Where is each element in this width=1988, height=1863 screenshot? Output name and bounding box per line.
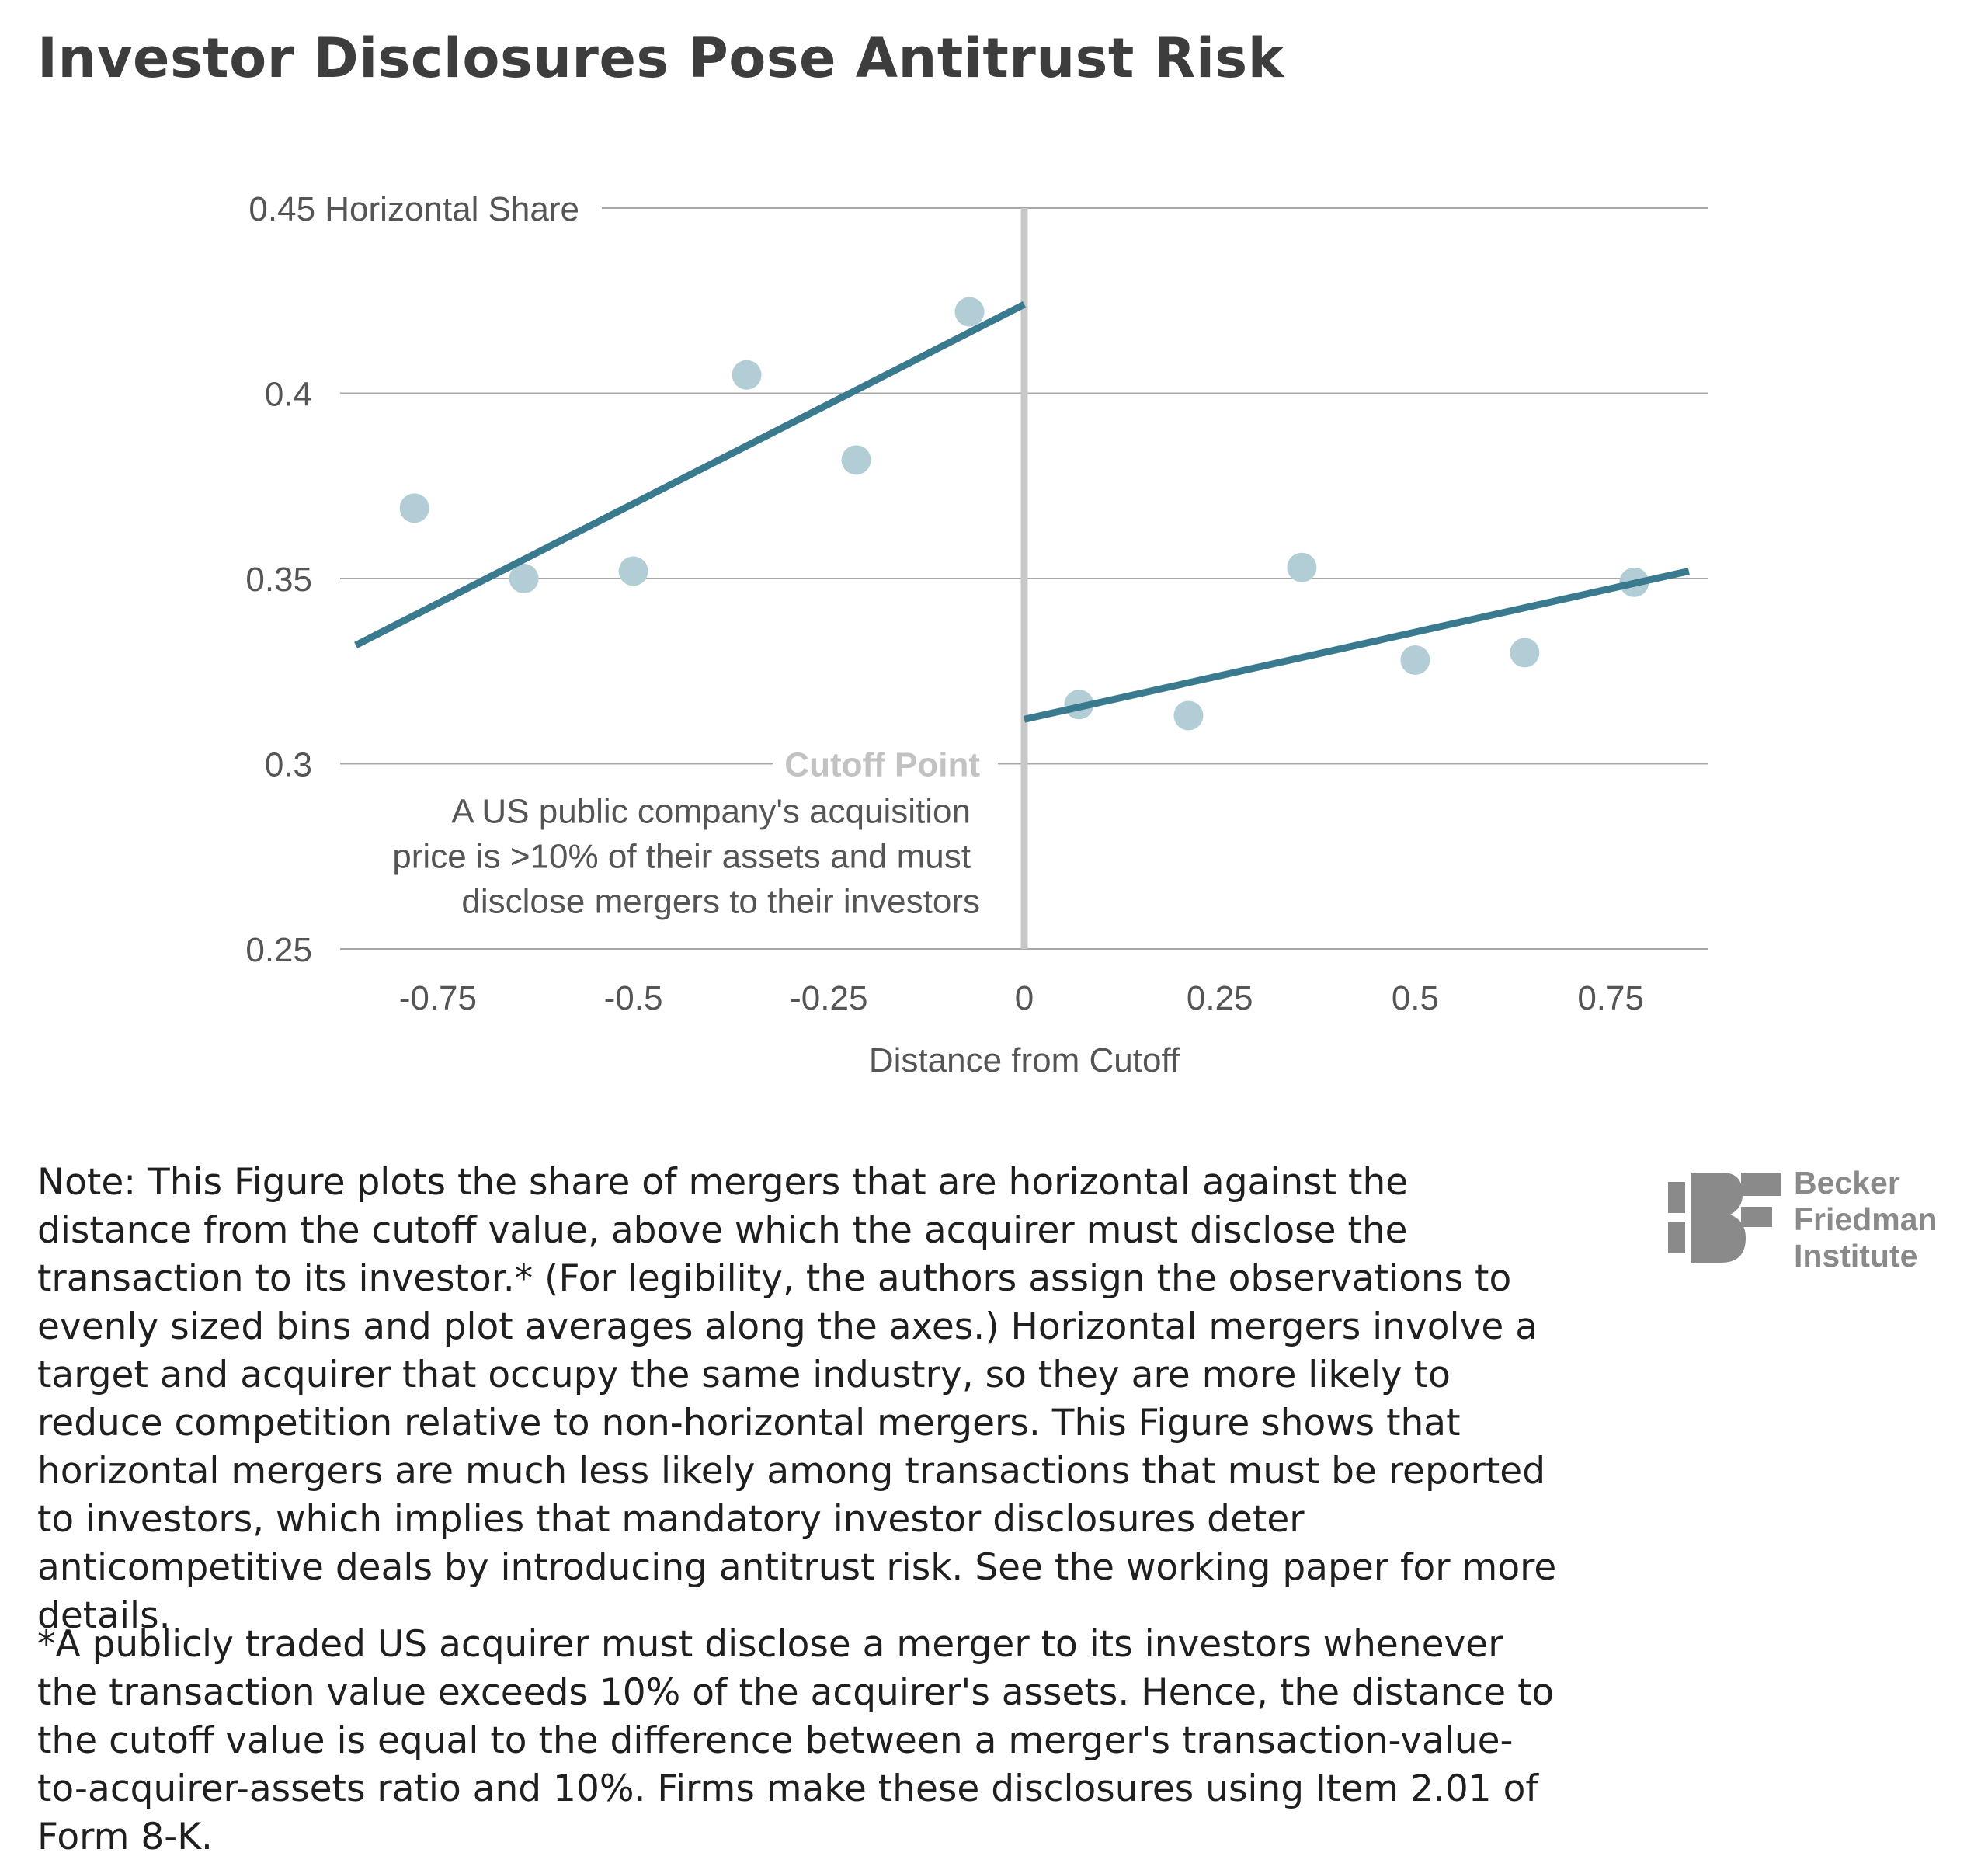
x-tick-label: 0.25: [1187, 979, 1253, 1017]
y-tick-label: 0.25: [245, 931, 312, 969]
data-point: [399, 493, 429, 523]
data-point: [732, 360, 762, 390]
data-point: [954, 297, 985, 327]
x-axis-label: Distance from Cutoff: [869, 1041, 1180, 1079]
x-tick-label: -0.75: [399, 979, 477, 1017]
cutoff-annotation-line: disclose mergers to their investors: [461, 883, 980, 921]
data-point: [1400, 645, 1430, 675]
data-point: [509, 564, 539, 593]
fit-line: [1024, 568, 1690, 723]
y-tick-label: 0.4: [265, 376, 312, 414]
chart-title: Investor Disclosures Pose Antitrust Risk: [37, 26, 1284, 90]
x-tick-label: 0: [1015, 979, 1034, 1017]
data-point: [1287, 552, 1317, 582]
fit-line: [354, 301, 1027, 648]
cutoff-annotation-line: price is >10% of their assets and must: [392, 838, 971, 876]
x-tick-label: 0.5: [1392, 979, 1439, 1017]
y-tick-label: 0.35: [245, 561, 312, 599]
bfi-logo: Becker Friedman Institute: [1668, 1163, 1971, 1274]
figure-note: Note: This Figure plots the share of mer…: [37, 1161, 1557, 1637]
scatter-chart: 0.25 0.3 0.35 0.4 0.45 Horizontal Share -0.75…: [245, 190, 1708, 1079]
data-point: [1173, 700, 1204, 731]
logo-line-friedman: Friedman: [1794, 1201, 1938, 1237]
cutoff-label-background: [773, 740, 998, 787]
x-tick-label: -0.25: [790, 979, 867, 1017]
cutoff-annotation-line: A US public company's acquisition: [451, 793, 971, 831]
footnote: *A publicly traded US acquirer must disc…: [37, 1623, 1555, 1858]
bfi-mark-icon: [1668, 1173, 1781, 1263]
x-tick-label: 0.75: [1577, 979, 1644, 1017]
x-tick-label: -0.5: [604, 979, 663, 1017]
cutoff-label: Cutoff Point: [784, 746, 980, 784]
y-tick-label: 0.3: [265, 746, 312, 784]
logo-line-institute: Institute: [1794, 1238, 1918, 1274]
y-tick-label: 0.45 Horizontal Share: [248, 190, 579, 228]
logo-line-becker: Becker: [1794, 1165, 1900, 1201]
data-point: [618, 556, 648, 586]
data-point: [841, 445, 871, 475]
data-point: [1510, 638, 1540, 668]
